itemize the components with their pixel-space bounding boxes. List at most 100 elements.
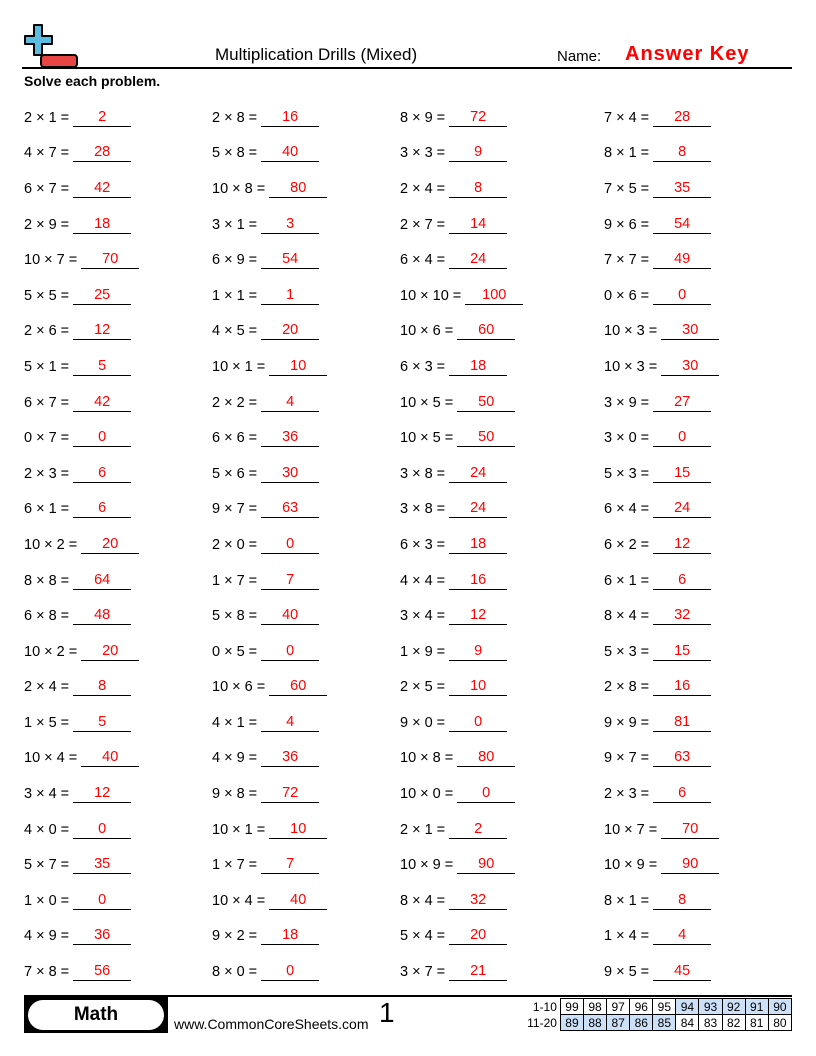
problem: 10 × 6 = 60 bbox=[400, 314, 523, 350]
problem: 10 × 8 = 80 bbox=[212, 171, 328, 207]
problem-question: 10 × 2 = bbox=[24, 536, 78, 553]
problem: 10 × 9 = 90 bbox=[400, 847, 523, 883]
score-cell: 97 bbox=[606, 998, 631, 1015]
problem-question: 10 × 1 = bbox=[212, 821, 266, 838]
problem-answer: 90 bbox=[457, 856, 516, 875]
problem: 5 × 5 = 25 bbox=[24, 278, 139, 314]
problem-question: 5 × 1 = bbox=[24, 358, 70, 375]
problem: 3 × 0 = 0 bbox=[604, 420, 719, 456]
problem-answer: 21 bbox=[449, 963, 508, 982]
score-cell: 83 bbox=[698, 1014, 723, 1031]
problem-question: 1 × 9 = bbox=[400, 643, 446, 660]
problem-answer: 54 bbox=[261, 251, 320, 270]
score-cell: 93 bbox=[698, 998, 723, 1015]
problem: 3 × 8 = 24 bbox=[400, 492, 523, 528]
problem: 2 × 4 = 8 bbox=[24, 670, 139, 706]
problem: 10 × 5 = 50 bbox=[400, 385, 523, 421]
problem-answer: 18 bbox=[73, 216, 132, 234]
problem-answer: 24 bbox=[653, 500, 712, 519]
problem-question: 5 × 6 = bbox=[212, 465, 258, 482]
problem-question: 10 × 9 = bbox=[400, 857, 454, 874]
problem: 8 × 4 = 32 bbox=[604, 598, 719, 634]
problem-answer: 30 bbox=[261, 465, 320, 483]
problem-question: 5 × 4 = bbox=[400, 928, 446, 945]
page-title: Multiplication Drills (Mixed) bbox=[215, 45, 418, 64]
problem-answer: 80 bbox=[457, 749, 516, 768]
problem: 9 × 7 = 63 bbox=[212, 492, 327, 528]
problem-answer: 32 bbox=[653, 607, 712, 626]
problem-question: 7 × 4 = bbox=[604, 109, 650, 126]
problem-question: 1 × 5 = bbox=[24, 714, 70, 731]
problem-answer: 1 bbox=[261, 287, 320, 305]
problem-answer: 16 bbox=[653, 678, 712, 697]
problem-answer: 18 bbox=[261, 927, 320, 946]
problem-answer: 4 bbox=[261, 394, 320, 412]
problem: 1 × 7 = 7 bbox=[212, 563, 327, 599]
problem-question: 6 × 4 = bbox=[400, 252, 446, 269]
problem-question: 9 × 7 = bbox=[604, 750, 650, 767]
problem: 5 × 4 = 20 bbox=[400, 919, 523, 955]
problem-question: 4 × 9 = bbox=[212, 750, 258, 767]
problem: 9 × 8 = 72 bbox=[212, 776, 327, 812]
score-cell: 84 bbox=[675, 1014, 700, 1031]
score-cell: 82 bbox=[721, 1014, 746, 1031]
problem: 7 × 7 = 49 bbox=[604, 242, 719, 278]
problem: 4 × 7 = 28 bbox=[24, 136, 139, 172]
problem-question: 9 × 7 = bbox=[212, 501, 258, 518]
problem: 2 × 1 = 2 bbox=[400, 812, 523, 848]
problem-answer: 28 bbox=[653, 109, 712, 127]
problem-question: 10 × 2 = bbox=[24, 643, 78, 660]
problem: 1 × 7 = 7 bbox=[212, 847, 327, 883]
problem-answer: 63 bbox=[261, 500, 320, 519]
problem: 10 × 1 = 10 bbox=[212, 812, 328, 848]
problem: 6 × 4 = 24 bbox=[604, 492, 719, 528]
problem-question: 3 × 8 = bbox=[400, 465, 446, 482]
problem-answer: 30 bbox=[661, 322, 720, 341]
problem-answer: 7 bbox=[261, 856, 320, 875]
problem-question: 10 × 5 = bbox=[400, 430, 454, 447]
score-cell: 90 bbox=[767, 998, 793, 1015]
problem-answer: 48 bbox=[73, 607, 132, 626]
problem: 2 × 6 = 12 bbox=[24, 314, 139, 350]
problem-answer: 42 bbox=[73, 180, 132, 198]
problem-question: 8 × 4 = bbox=[400, 892, 446, 909]
problem: 3 × 4 = 12 bbox=[400, 598, 523, 634]
problem-answer: 12 bbox=[73, 785, 132, 804]
problem-answer: 0 bbox=[261, 643, 320, 661]
problem-answer: 70 bbox=[661, 821, 720, 839]
problem-answer: 6 bbox=[653, 785, 712, 804]
problem: 10 × 3 = 30 bbox=[604, 314, 720, 350]
score-row: 1-10 99 98 97 96 95 94 93 92 91 90 bbox=[524, 998, 793, 1015]
score-cell: 91 bbox=[744, 998, 769, 1015]
problem-answer: 27 bbox=[653, 394, 712, 412]
problem-question: 3 × 8 = bbox=[400, 501, 446, 518]
footer: Math www.CommonCoreSheets.com 1 1-10 99 98… bbox=[24, 995, 793, 1033]
problem-question: 3 × 9 = bbox=[604, 394, 650, 411]
problem-answer: 6 bbox=[73, 500, 132, 519]
problem-question: 2 × 4 = bbox=[400, 180, 446, 197]
problem-question: 9 × 5 = bbox=[604, 964, 650, 981]
problem-question: 4 × 7 = bbox=[24, 145, 70, 162]
score-table: 1-10 99 98 97 96 95 94 93 92 91 90 11-20 89 88 87 86 85 8… bbox=[524, 998, 793, 1031]
problem-question: 1 × 4 = bbox=[604, 928, 650, 945]
problem-answer: 50 bbox=[457, 429, 516, 448]
problem-question: 8 × 9 = bbox=[400, 109, 446, 126]
problem-answer: 0 bbox=[261, 536, 320, 554]
name-value: Answer Key bbox=[625, 43, 750, 65]
problem-answer: 18 bbox=[449, 536, 508, 554]
problem: 10 × 5 = 50 bbox=[400, 420, 523, 456]
problem: 10 × 9 = 90 bbox=[604, 847, 720, 883]
problem-answer: 10 bbox=[449, 678, 508, 697]
problem-column: 2 × 8 = 16 5 × 8 = 40 10 × 8 = 80 3 × 1 = 3 6 × … bbox=[212, 100, 328, 990]
problem-question: 2 × 9 = bbox=[24, 216, 70, 233]
problem-answer: 7 bbox=[261, 572, 320, 590]
problem-question: 0 × 6 = bbox=[604, 287, 650, 304]
problem-question: 1 × 0 = bbox=[24, 892, 70, 909]
problem-question: 6 × 1 = bbox=[24, 501, 70, 518]
problem-answer: 0 bbox=[653, 429, 712, 448]
problem: 3 × 7 = 21 bbox=[400, 954, 523, 990]
score-row-label: 1-10 bbox=[532, 999, 557, 1014]
problem: 10 × 4 = 40 bbox=[212, 883, 328, 919]
problem-answer: 5 bbox=[73, 714, 132, 732]
problem-answer: 9 bbox=[449, 144, 508, 163]
